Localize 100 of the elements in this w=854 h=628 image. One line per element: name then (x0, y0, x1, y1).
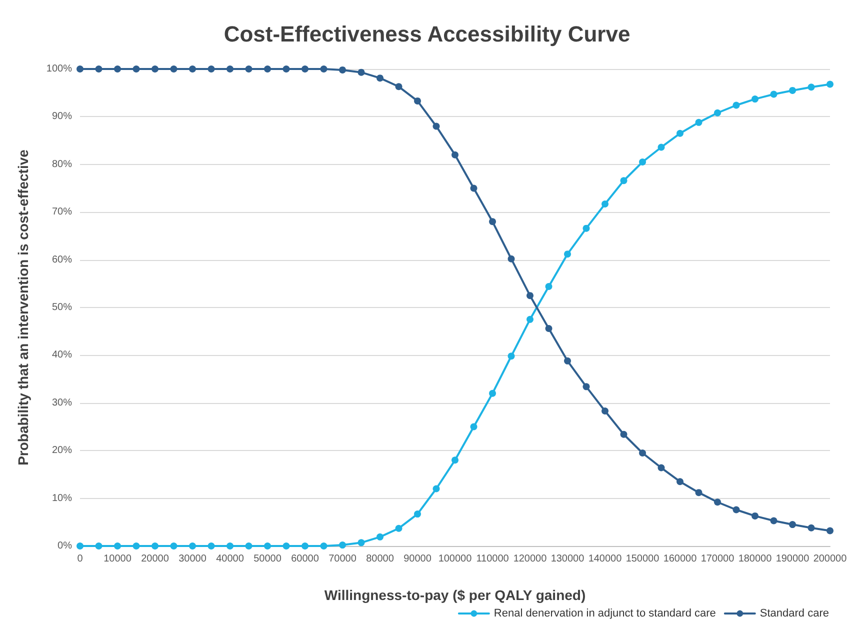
y-tick-label: 80% (52, 158, 72, 170)
point (376, 74, 384, 82)
point (564, 250, 571, 258)
point (770, 517, 778, 524)
x-tick-label: 200000 (813, 554, 848, 564)
point (695, 489, 702, 496)
point (602, 200, 608, 208)
legend-label: Standard care (760, 608, 830, 620)
point (452, 456, 458, 464)
point (526, 316, 534, 323)
point (470, 184, 478, 192)
x-tick-label: 150000 (626, 554, 660, 564)
x-tick-label: 40000 (216, 554, 244, 564)
point (602, 408, 608, 415)
point (132, 542, 140, 550)
point (376, 533, 384, 540)
point (470, 423, 478, 430)
point (152, 542, 158, 550)
x-tick-label: 60000 (291, 554, 320, 564)
x-tick-label: 10000 (104, 554, 132, 564)
point (489, 218, 496, 226)
point (826, 527, 834, 534)
point (414, 97, 421, 104)
point (658, 144, 665, 151)
point (695, 118, 702, 126)
point (752, 512, 758, 520)
y-tick-label: 60% (52, 254, 72, 266)
y-tick-label: 70% (52, 206, 72, 218)
x-tick-label: 190000 (776, 554, 810, 564)
y-tick-label: 50% (52, 302, 72, 313)
point (152, 66, 158, 72)
point (808, 84, 815, 91)
x-tick-label: 120000 (513, 554, 548, 564)
x-tick-label: 100000 (438, 554, 472, 564)
point (282, 66, 290, 72)
point (132, 66, 140, 72)
point (789, 86, 796, 94)
y-tick-label: 100% (46, 64, 72, 74)
point (302, 542, 308, 550)
point (432, 122, 440, 130)
x-tick-label: 140000 (588, 554, 622, 564)
point (676, 130, 684, 137)
x-tick-label: 130000 (550, 554, 585, 564)
point (339, 66, 346, 74)
x-tick-label: 70000 (328, 554, 357, 564)
y-tick-label: 20% (52, 445, 72, 456)
point (714, 109, 721, 116)
point (414, 510, 421, 518)
point (564, 357, 571, 364)
point (452, 151, 458, 158)
point (245, 542, 252, 550)
point (732, 102, 740, 109)
legend-label: Renal denervation in adjunct to standard care (494, 608, 716, 620)
x-tick-label: 170000 (700, 554, 735, 564)
point (676, 478, 684, 486)
point (189, 66, 196, 72)
point (395, 83, 402, 90)
point (358, 539, 365, 546)
point (489, 390, 496, 397)
x-tick-label: 160000 (663, 554, 698, 564)
y-axis-title: Probability that an intervention is cost-effective (15, 149, 31, 466)
point (339, 542, 346, 549)
point (582, 383, 590, 390)
point (395, 524, 402, 532)
point (302, 66, 308, 72)
point (282, 542, 290, 550)
point (226, 542, 234, 550)
point (508, 352, 515, 360)
point (526, 292, 534, 300)
point (732, 506, 740, 514)
point (358, 68, 365, 76)
chart-title: Cost-Effectiveness Accessibility Curve (224, 22, 630, 46)
point (545, 324, 552, 332)
point (264, 542, 271, 550)
x-tick-label: 20000 (141, 554, 170, 564)
point (170, 542, 178, 550)
y-tick-label: 40% (52, 350, 72, 361)
point (95, 66, 102, 72)
point (226, 66, 234, 72)
x-axis-title: Willingness-to-pay ($ per QALY gained) (324, 587, 586, 603)
point (114, 66, 121, 72)
point (320, 542, 328, 550)
point (826, 80, 834, 88)
point (545, 283, 552, 290)
point (320, 66, 328, 72)
x-tick-label: 90000 (404, 554, 432, 564)
x-tick-label: 30000 (178, 554, 207, 564)
point (582, 224, 590, 232)
point (208, 66, 215, 72)
point (808, 524, 815, 532)
point (170, 66, 178, 72)
point (208, 542, 215, 550)
point (76, 66, 84, 72)
x-tick-label: 50000 (254, 554, 282, 564)
y-tick-label: 0% (58, 540, 72, 552)
point (189, 542, 196, 550)
x-tick-label: 110000 (476, 554, 510, 564)
point (639, 158, 646, 166)
x-tick-label: 80000 (366, 554, 394, 564)
point (95, 542, 102, 550)
